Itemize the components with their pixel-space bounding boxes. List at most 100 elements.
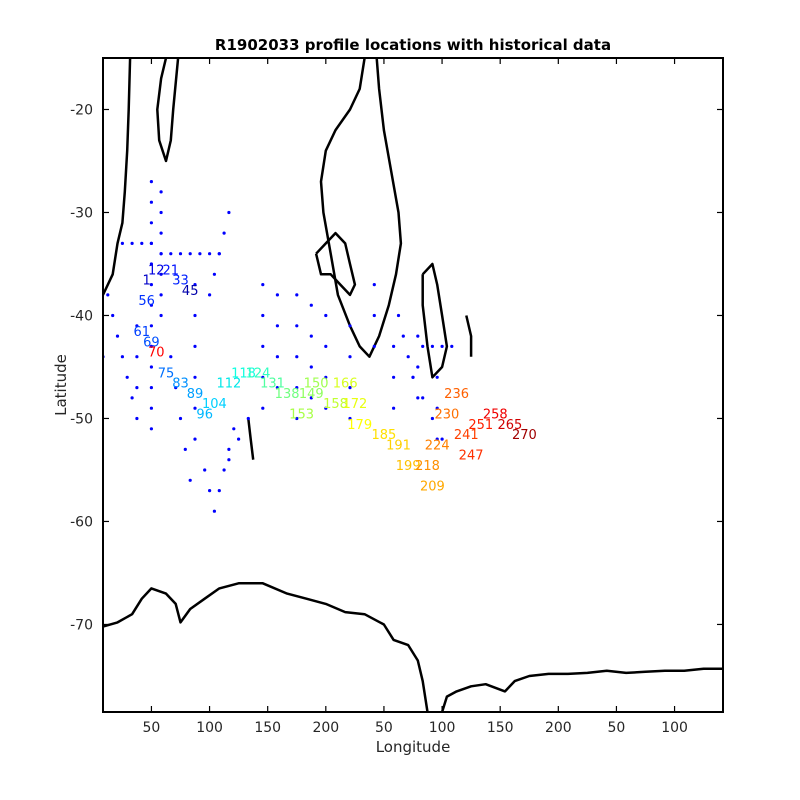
data-point	[193, 406, 197, 410]
data-point	[275, 324, 279, 328]
data-point	[227, 458, 231, 462]
x-tick-label: 150	[254, 720, 281, 736]
data-point	[416, 396, 420, 400]
data-point	[130, 396, 134, 400]
data-point	[435, 437, 439, 441]
profile-label: 131	[260, 377, 285, 392]
profile-label: 199	[396, 459, 421, 474]
data-point	[212, 272, 216, 276]
axes-frame	[102, 57, 724, 713]
profile-label: 33	[172, 274, 189, 289]
data-point	[159, 231, 163, 235]
x-tick-label: 150	[487, 720, 514, 736]
data-point	[159, 210, 163, 215]
data-point	[188, 252, 192, 256]
data-point	[149, 303, 153, 307]
x-tick-label: 50	[143, 720, 161, 736]
profile-label: 1	[142, 274, 150, 289]
data-point	[130, 241, 134, 245]
x-tick-label: 50	[375, 720, 393, 736]
data-point	[450, 344, 454, 348]
profile-label: 138	[275, 387, 300, 402]
data-point	[275, 293, 279, 297]
data-point	[275, 386, 279, 390]
data-point	[222, 468, 226, 472]
y-axis-label: Latitude	[52, 354, 70, 416]
data-point	[149, 386, 153, 390]
y-tick-label: -60	[70, 514, 93, 530]
data-point	[188, 478, 192, 482]
data-point	[120, 241, 124, 245]
y-tick-label: -30	[70, 205, 93, 221]
data-point	[135, 324, 139, 328]
historical-points-layer	[103, 180, 454, 513]
ticks-layer: 50 100 150 200 50 100 150 200 50 100 -20 -30 -40 -50 -…	[70, 58, 723, 736]
data-point	[149, 221, 153, 225]
profile-label: 75	[158, 366, 175, 381]
data-point	[149, 365, 153, 369]
data-point	[435, 406, 439, 410]
data-point	[372, 344, 376, 348]
data-point	[217, 489, 221, 493]
data-point	[440, 437, 444, 441]
profile-label: 149	[299, 387, 324, 402]
data-point	[309, 334, 313, 338]
data-point	[149, 262, 153, 266]
coastline-5	[314, 231, 357, 297]
data-point	[440, 344, 444, 348]
data-point	[178, 416, 183, 421]
profile-label: 150	[304, 377, 329, 392]
data-point	[149, 180, 153, 184]
profile-label: 83	[172, 377, 189, 392]
data-point	[295, 324, 299, 328]
coastline-8	[247, 418, 255, 460]
data-point	[149, 200, 153, 204]
data-point	[125, 375, 129, 379]
data-point	[140, 241, 144, 245]
data-point	[237, 437, 241, 441]
data-point	[261, 313, 265, 318]
data-point	[421, 396, 425, 400]
data-point	[348, 324, 352, 328]
data-point	[222, 231, 226, 235]
data-point	[430, 344, 434, 348]
profile-label: 258	[483, 408, 508, 423]
data-point	[246, 416, 250, 421]
data-point	[193, 283, 197, 287]
data-point	[135, 386, 139, 390]
data-point	[421, 344, 425, 348]
data-point	[217, 252, 221, 256]
x-tick-label: 100	[429, 720, 456, 736]
profile-label: 209	[420, 480, 445, 495]
data-point	[149, 324, 153, 328]
data-point	[193, 344, 197, 348]
data-point	[149, 241, 153, 245]
data-point	[295, 355, 299, 359]
coastline-2	[103, 58, 132, 296]
profile-label: 185	[371, 428, 396, 443]
y-tick-label: -50	[70, 411, 93, 427]
data-point	[416, 334, 420, 338]
data-point	[159, 190, 163, 194]
data-point	[295, 386, 299, 390]
data-point	[392, 406, 396, 410]
profile-label: 12	[148, 263, 165, 278]
plot-area: 1122133455661697075838996104112118124131…	[70, 57, 724, 736]
data-point	[212, 509, 216, 513]
profile-label: 70	[148, 346, 165, 361]
data-point	[295, 293, 299, 297]
x-tick-label: 200	[545, 720, 572, 736]
data-point	[169, 252, 173, 256]
profile-label: 172	[342, 397, 367, 412]
data-point	[178, 252, 183, 256]
profile-label: 69	[143, 335, 160, 350]
profile-label: 236	[444, 387, 469, 402]
data-point	[135, 355, 139, 359]
data-point	[193, 437, 197, 441]
profile-label: 124	[246, 366, 271, 381]
data-point	[392, 375, 396, 379]
data-point	[149, 427, 153, 431]
data-point	[174, 386, 178, 390]
y-tick-label: -70	[70, 617, 93, 633]
